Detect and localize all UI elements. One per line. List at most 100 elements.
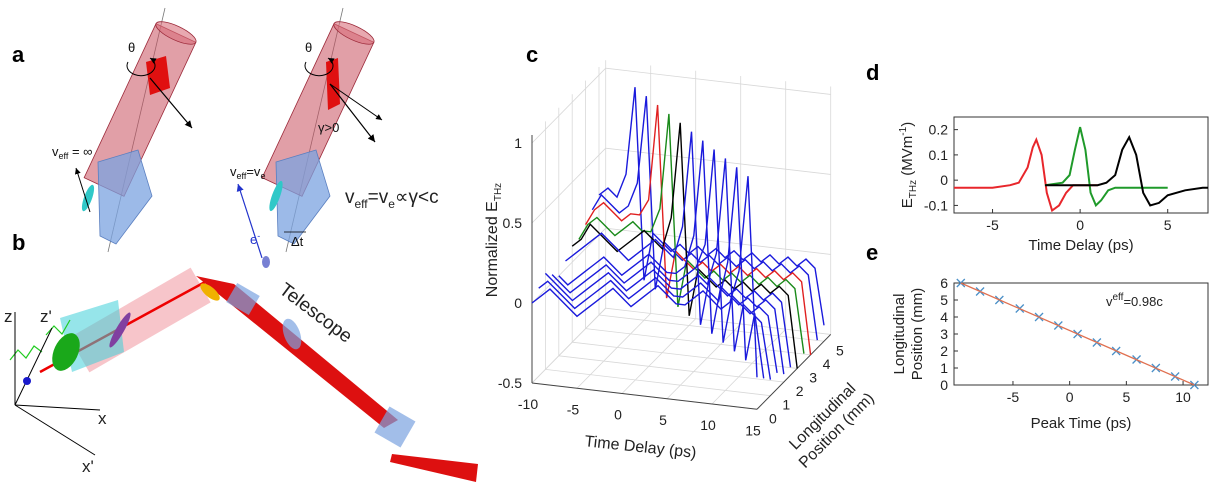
panel-label: c	[526, 42, 538, 67]
pulse-front	[326, 58, 340, 110]
trace	[591, 96, 818, 341]
y-tick-label: 0.1	[929, 147, 949, 163]
text-part: e	[388, 197, 395, 211]
trace	[578, 113, 805, 354]
panel-label: b	[12, 230, 25, 255]
x-axis-label: Peak Time (ps)	[1031, 415, 1132, 432]
plot-frame	[953, 116, 1209, 214]
text-part: = ∞	[68, 144, 92, 159]
text-part: eff	[59, 151, 69, 161]
beam-cone	[390, 454, 478, 482]
text-part: =0.98c	[1123, 294, 1163, 309]
text-part: E	[899, 198, 916, 208]
arrow	[149, 77, 193, 129]
x-axis-label: Time Delay (ps)	[1028, 237, 1133, 254]
z-tick-label: 0	[769, 410, 777, 426]
optic	[109, 312, 131, 348]
arrow	[329, 83, 376, 143]
trace	[1045, 134, 1208, 207]
grid-line	[545, 369, 771, 397]
z-tick-label: 3	[809, 369, 817, 385]
x-tick-label: -5	[1007, 389, 1020, 405]
text-part: THz	[908, 180, 919, 198]
y-tick-label: -0.5	[498, 375, 522, 391]
arrow	[329, 83, 383, 121]
arrow	[74, 167, 91, 213]
grid-line	[621, 318, 696, 394]
axis-name: x'	[82, 457, 94, 476]
electron	[23, 377, 31, 385]
angle-arc	[304, 57, 335, 77]
text-part: eff	[355, 197, 369, 211]
x-tick-label: 0	[1076, 217, 1084, 233]
grid-line	[585, 328, 811, 356]
velocity-relation: veff=ve∝γ<c	[345, 187, 439, 211]
panel-label: a	[12, 42, 25, 67]
axis-label: Normalized ETHz	[484, 183, 504, 297]
y-tick-label: 0.2	[929, 122, 949, 138]
y-tick-label: 6	[940, 275, 948, 291]
optic	[200, 283, 220, 301]
panel-a-drawing	[74, 7, 383, 268]
y-tick-label: 0	[940, 172, 948, 188]
y-tick-label: 3	[940, 326, 948, 342]
fit-line	[960, 282, 1195, 386]
text-part: Normalized E	[484, 201, 501, 297]
grid-line	[531, 67, 606, 144]
trace	[954, 137, 1098, 213]
grid-line	[531, 227, 606, 304]
grid-line	[572, 341, 798, 369]
z-tick-label: 5	[836, 342, 844, 358]
veff-ve: veff=ve	[230, 164, 265, 181]
thz-source	[52, 333, 80, 371]
x-prime-axis	[14, 404, 96, 456]
y-tick-label: 1	[940, 360, 948, 376]
axis-line	[756, 334, 832, 410]
grid-line	[666, 323, 741, 400]
text-part: =v	[368, 187, 389, 208]
text-part: eff	[1113, 292, 1124, 303]
x-tick-label: 10	[1175, 389, 1191, 405]
y-axis-label: Position (mm)	[909, 288, 926, 381]
text-part: e	[260, 171, 265, 181]
trace	[551, 149, 778, 374]
axis-name: z	[4, 307, 13, 326]
electron-path	[236, 183, 263, 259]
x-tick-label: 5	[659, 412, 667, 428]
text-part: (MVm	[899, 136, 916, 180]
electron-front	[269, 180, 283, 212]
y-tick-label: 2	[940, 343, 948, 359]
y-tick-label: 4	[940, 309, 948, 325]
y-tick-label: 0	[940, 377, 948, 393]
y-tick-label: -0.1	[924, 197, 948, 213]
axis-name: z'	[40, 307, 52, 326]
text-part: v	[230, 164, 237, 179]
x-tick-label: 5	[1122, 389, 1130, 405]
grid-line	[605, 307, 831, 335]
z-prime-axis	[14, 327, 53, 406]
grid-line	[576, 313, 651, 389]
electron-label: e-	[250, 231, 260, 247]
x-tick-label: 0	[614, 407, 622, 423]
z-tick-label: 4	[823, 356, 831, 372]
z-tick-label: 2	[796, 383, 804, 399]
text-part: v	[345, 187, 355, 208]
text-part: v	[52, 144, 59, 159]
grid-line	[711, 328, 786, 405]
wave	[45, 319, 71, 336]
trace	[598, 87, 825, 326]
x-tick-label: -5	[986, 217, 999, 233]
prism	[275, 149, 331, 245]
axis-label: ETHz (MVm-1)	[898, 122, 919, 208]
delta-t: Δt	[291, 234, 304, 249]
text-part: eff	[237, 171, 247, 181]
trace	[544, 158, 772, 380]
x-tick-label: 10	[700, 417, 716, 433]
trace	[1044, 126, 1168, 208]
text-part: e	[250, 232, 257, 247]
lens	[282, 318, 302, 350]
theta: θ	[305, 40, 312, 55]
text-part: ∝γ<c	[395, 187, 439, 208]
